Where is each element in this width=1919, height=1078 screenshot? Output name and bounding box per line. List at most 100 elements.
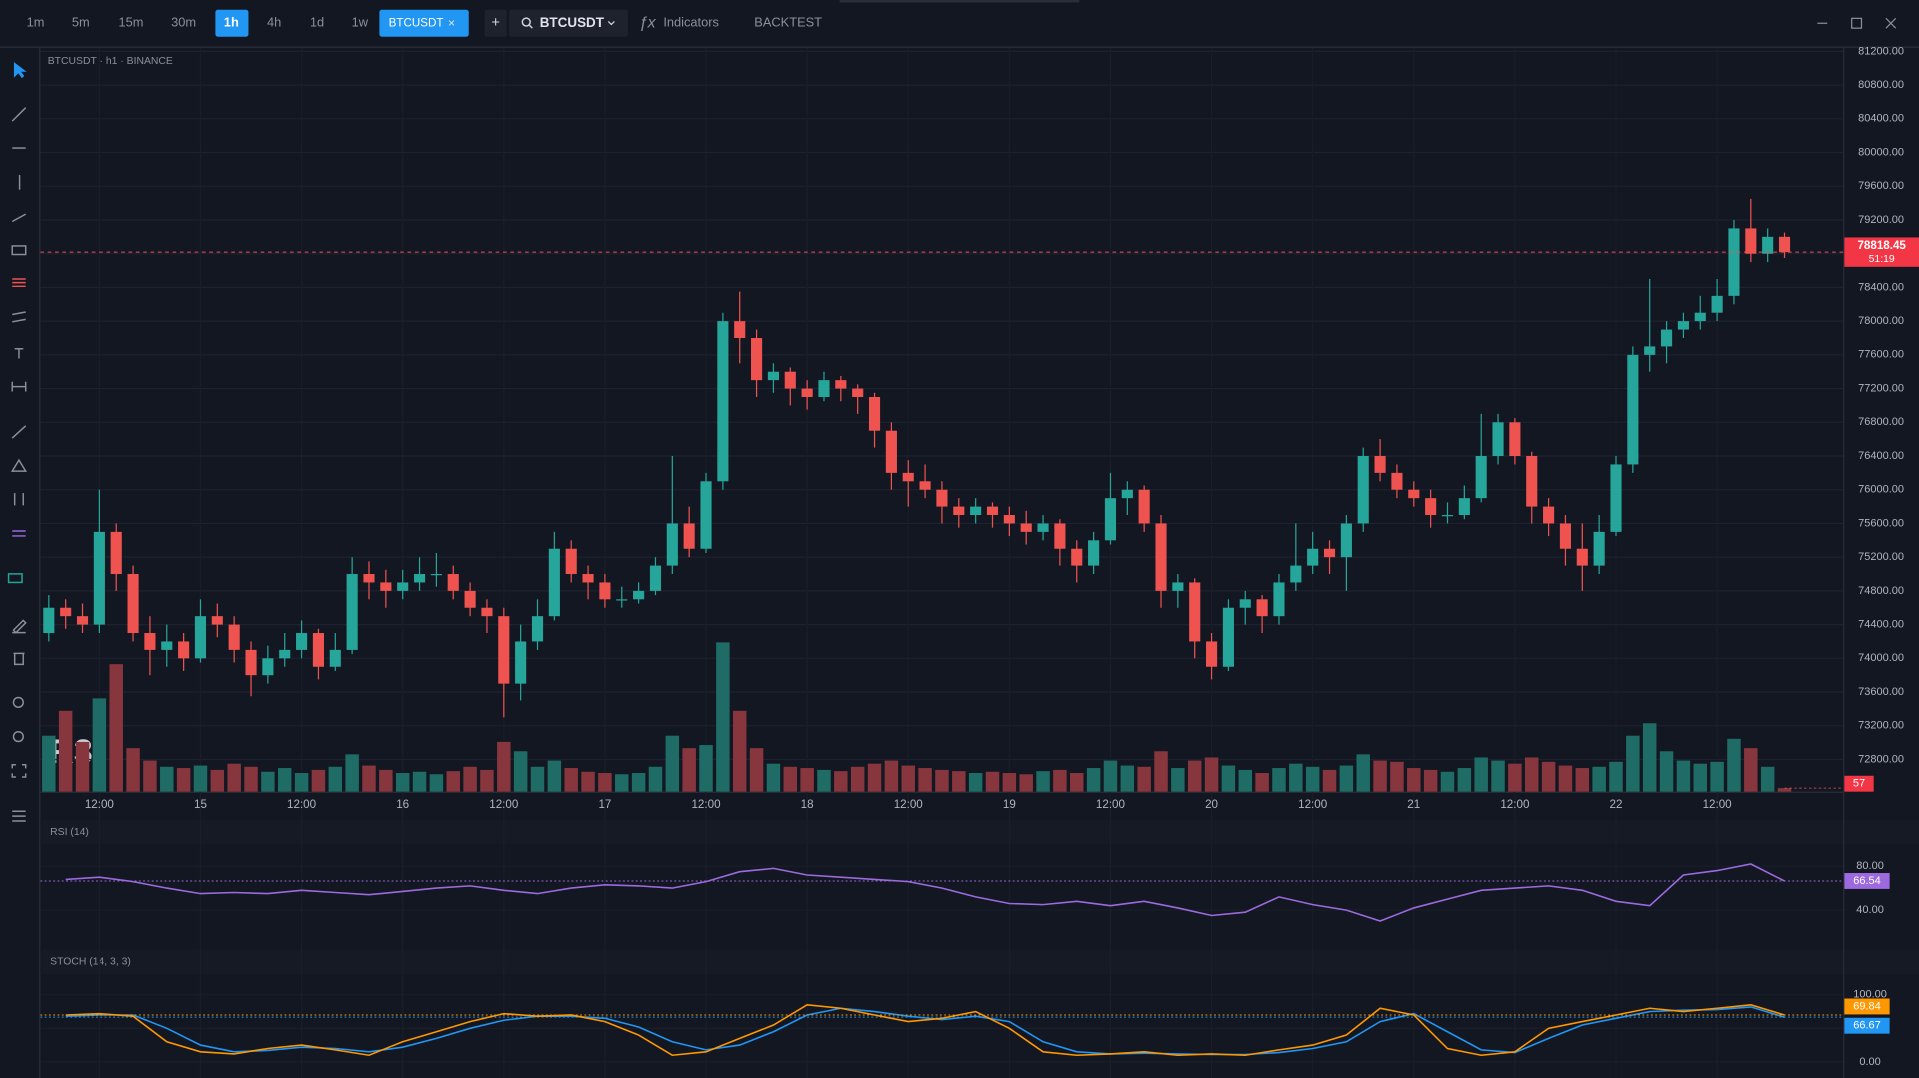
candle-body [464,590,476,608]
trash-tool[interactable] [13,652,25,666]
interval-button[interactable]: 1m [27,15,45,30]
position-tool[interactable] [7,573,23,584]
chart-legend: BTCUSDT · h1 · BINANCE [48,56,173,67]
top-bar [0,0,1919,47]
text-tool[interactable] [14,347,24,359]
volume-bar [412,771,427,792]
range-tool[interactable] [13,493,24,506]
interval-button[interactable]: 1d [310,15,324,30]
brush-tool[interactable] [11,425,27,439]
candle-body [1677,321,1689,330]
symbol-search[interactable] [509,9,628,37]
candle-body [1627,354,1639,465]
price-axis-label: 80000.00 [1858,146,1904,158]
zoom-out-tool[interactable] [12,730,24,743]
volume-bar [311,769,326,792]
price-axis-label: 73200.00 [1858,720,1904,732]
triangle-tool[interactable] [10,458,28,472]
maximize-button[interactable] [1851,17,1863,29]
interval-button[interactable]: 1h [224,15,239,30]
volume-bar [261,771,275,792]
candle-body [1475,456,1487,499]
volume-bar [463,766,477,792]
interval-button[interactable]: 1w [352,15,369,30]
symbol-tab-close[interactable]: × [448,16,455,30]
volume-bar [1289,763,1303,792]
rsi-title: RSI (14) [50,827,89,838]
candle-body [515,641,527,684]
candle-body [531,616,544,642]
price-axis-label: 75200.00 [1858,551,1904,563]
menu-tool[interactable] [12,810,26,822]
parallel-tool[interactable] [12,530,26,537]
fullscreen-tool[interactable] [11,764,27,778]
candle-body [548,548,560,617]
zoom-in-tool[interactable] [12,696,24,708]
volume-bar [227,763,241,792]
close-button[interactable] [1885,17,1897,29]
volume-bar [1423,769,1438,792]
candle-body [1660,329,1673,347]
candle-body [649,565,662,591]
volume-bar [109,664,123,792]
volume-bar [1086,768,1101,792]
symbol-search-label[interactable]: BTCUSDT [540,15,605,30]
volume-bar [429,774,444,792]
volume-bar [1390,761,1404,792]
volume-bar [699,745,713,792]
interval-button[interactable]: 15m [118,15,143,30]
volume-bar [1760,766,1775,792]
candle-body [784,371,796,389]
candle-body [380,582,392,591]
candle-body [868,397,881,431]
volume-bar [1221,765,1236,792]
volume-bar [345,754,359,792]
rsi-axis-label: 80.00 [1856,860,1884,872]
candle-body [245,649,257,676]
symbol-tab[interactable] [379,9,469,37]
add-tab-button[interactable]: + [491,15,500,31]
interval-button[interactable]: 4h [267,15,281,30]
stoch-value-tag [1844,998,1890,1015]
candle-body [683,523,695,549]
backtest-button[interactable]: BACKTEST [754,15,822,30]
candle-body [127,574,139,634]
rsi-header [40,819,1919,845]
volume-bar [75,741,90,792]
candle-body [1189,582,1201,642]
candle-body [953,506,965,516]
add-tab-bg[interactable] [484,9,507,37]
indicators-button[interactable]: Indicators [663,15,719,30]
volume-bar [1019,774,1033,792]
rsi-value-tag [1844,873,1890,889]
candle-body [565,548,577,575]
interval-active-bg [215,9,249,37]
stoch-value-label: 69.84 [1853,1000,1881,1012]
volume-bar [92,698,107,792]
volume-bar [497,741,511,792]
trend-line-tool[interactable] [11,107,27,122]
candle-body [616,599,628,601]
fib-tool[interactable] [12,278,26,288]
candle-body [43,607,55,634]
interval-button[interactable]: 5m [72,15,90,30]
price-axis-label: 78400.00 [1858,281,1904,293]
last-price-label: 78818.45 [1857,239,1906,252]
countdown-label: 51:19 [1869,254,1895,265]
indicators-icon[interactable]: ƒx [639,14,657,31]
ray-tool[interactable] [11,213,27,223]
candle-body [1206,641,1218,667]
interval-button[interactable]: 30m [171,15,196,30]
volume-bar [564,768,578,792]
candle-body [346,574,358,650]
rectangle-tool[interactable] [11,245,27,256]
volume-bar [1036,771,1050,792]
eraser-tool[interactable] [12,619,27,634]
measure-tool[interactable] [11,381,27,392]
time-axis-label: 19 [1003,798,1016,811]
channel-tool[interactable] [12,311,26,323]
volume-bar [210,769,225,792]
cursor-tool[interactable] [13,62,27,79]
volume-bar [1626,735,1640,792]
volume-bar [1693,763,1708,792]
